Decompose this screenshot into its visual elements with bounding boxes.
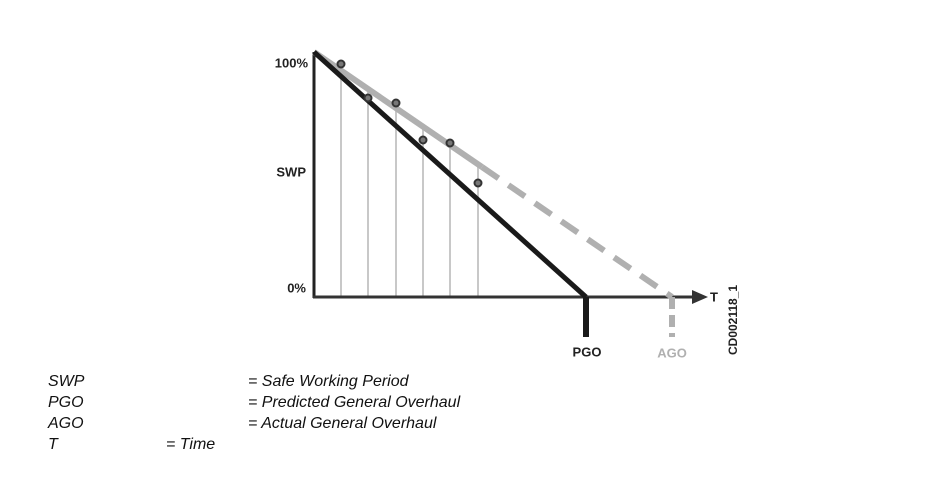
y-top-label: 100%	[275, 55, 309, 70]
x-axis-label: T	[710, 289, 718, 304]
measurements	[336, 59, 483, 188]
legend-term: SWP	[48, 373, 85, 390]
figure-id: CD002118_1	[726, 285, 740, 355]
legend-definition: = Actual General Overhaul	[248, 415, 437, 432]
legend-term: AGO	[48, 415, 84, 432]
actual-line	[312, 49, 484, 170]
legend-definition: = Predicted General Overhaul	[248, 394, 461, 411]
legend-definition: = Safe Working Period	[248, 373, 409, 390]
legend-term: PGO	[48, 394, 84, 411]
predicted-line	[312, 50, 588, 299]
pgo-label: PGO	[573, 344, 602, 359]
diagram: 100% SWP 0% T PGO AGO CD002118_1	[275, 49, 740, 360]
y-bottom-label: 0%	[287, 280, 306, 295]
ago-label: AGO	[657, 345, 687, 360]
y-mid-label: SWP	[276, 164, 306, 179]
legend-term: T	[48, 436, 58, 453]
actual-line-projection	[480, 164, 674, 300]
legend-definition: = Time	[166, 436, 216, 453]
x-axis-arrow	[692, 290, 708, 304]
